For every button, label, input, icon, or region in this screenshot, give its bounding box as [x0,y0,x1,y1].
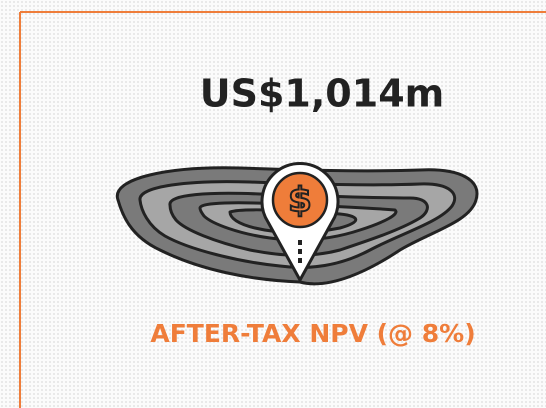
dollar-symbol: $ [288,181,312,221]
metric-label: AFTER-TAX NPV (@ 8%) [150,319,475,348]
headline: US$1,014m [200,72,444,116]
location-pin [260,162,340,282]
